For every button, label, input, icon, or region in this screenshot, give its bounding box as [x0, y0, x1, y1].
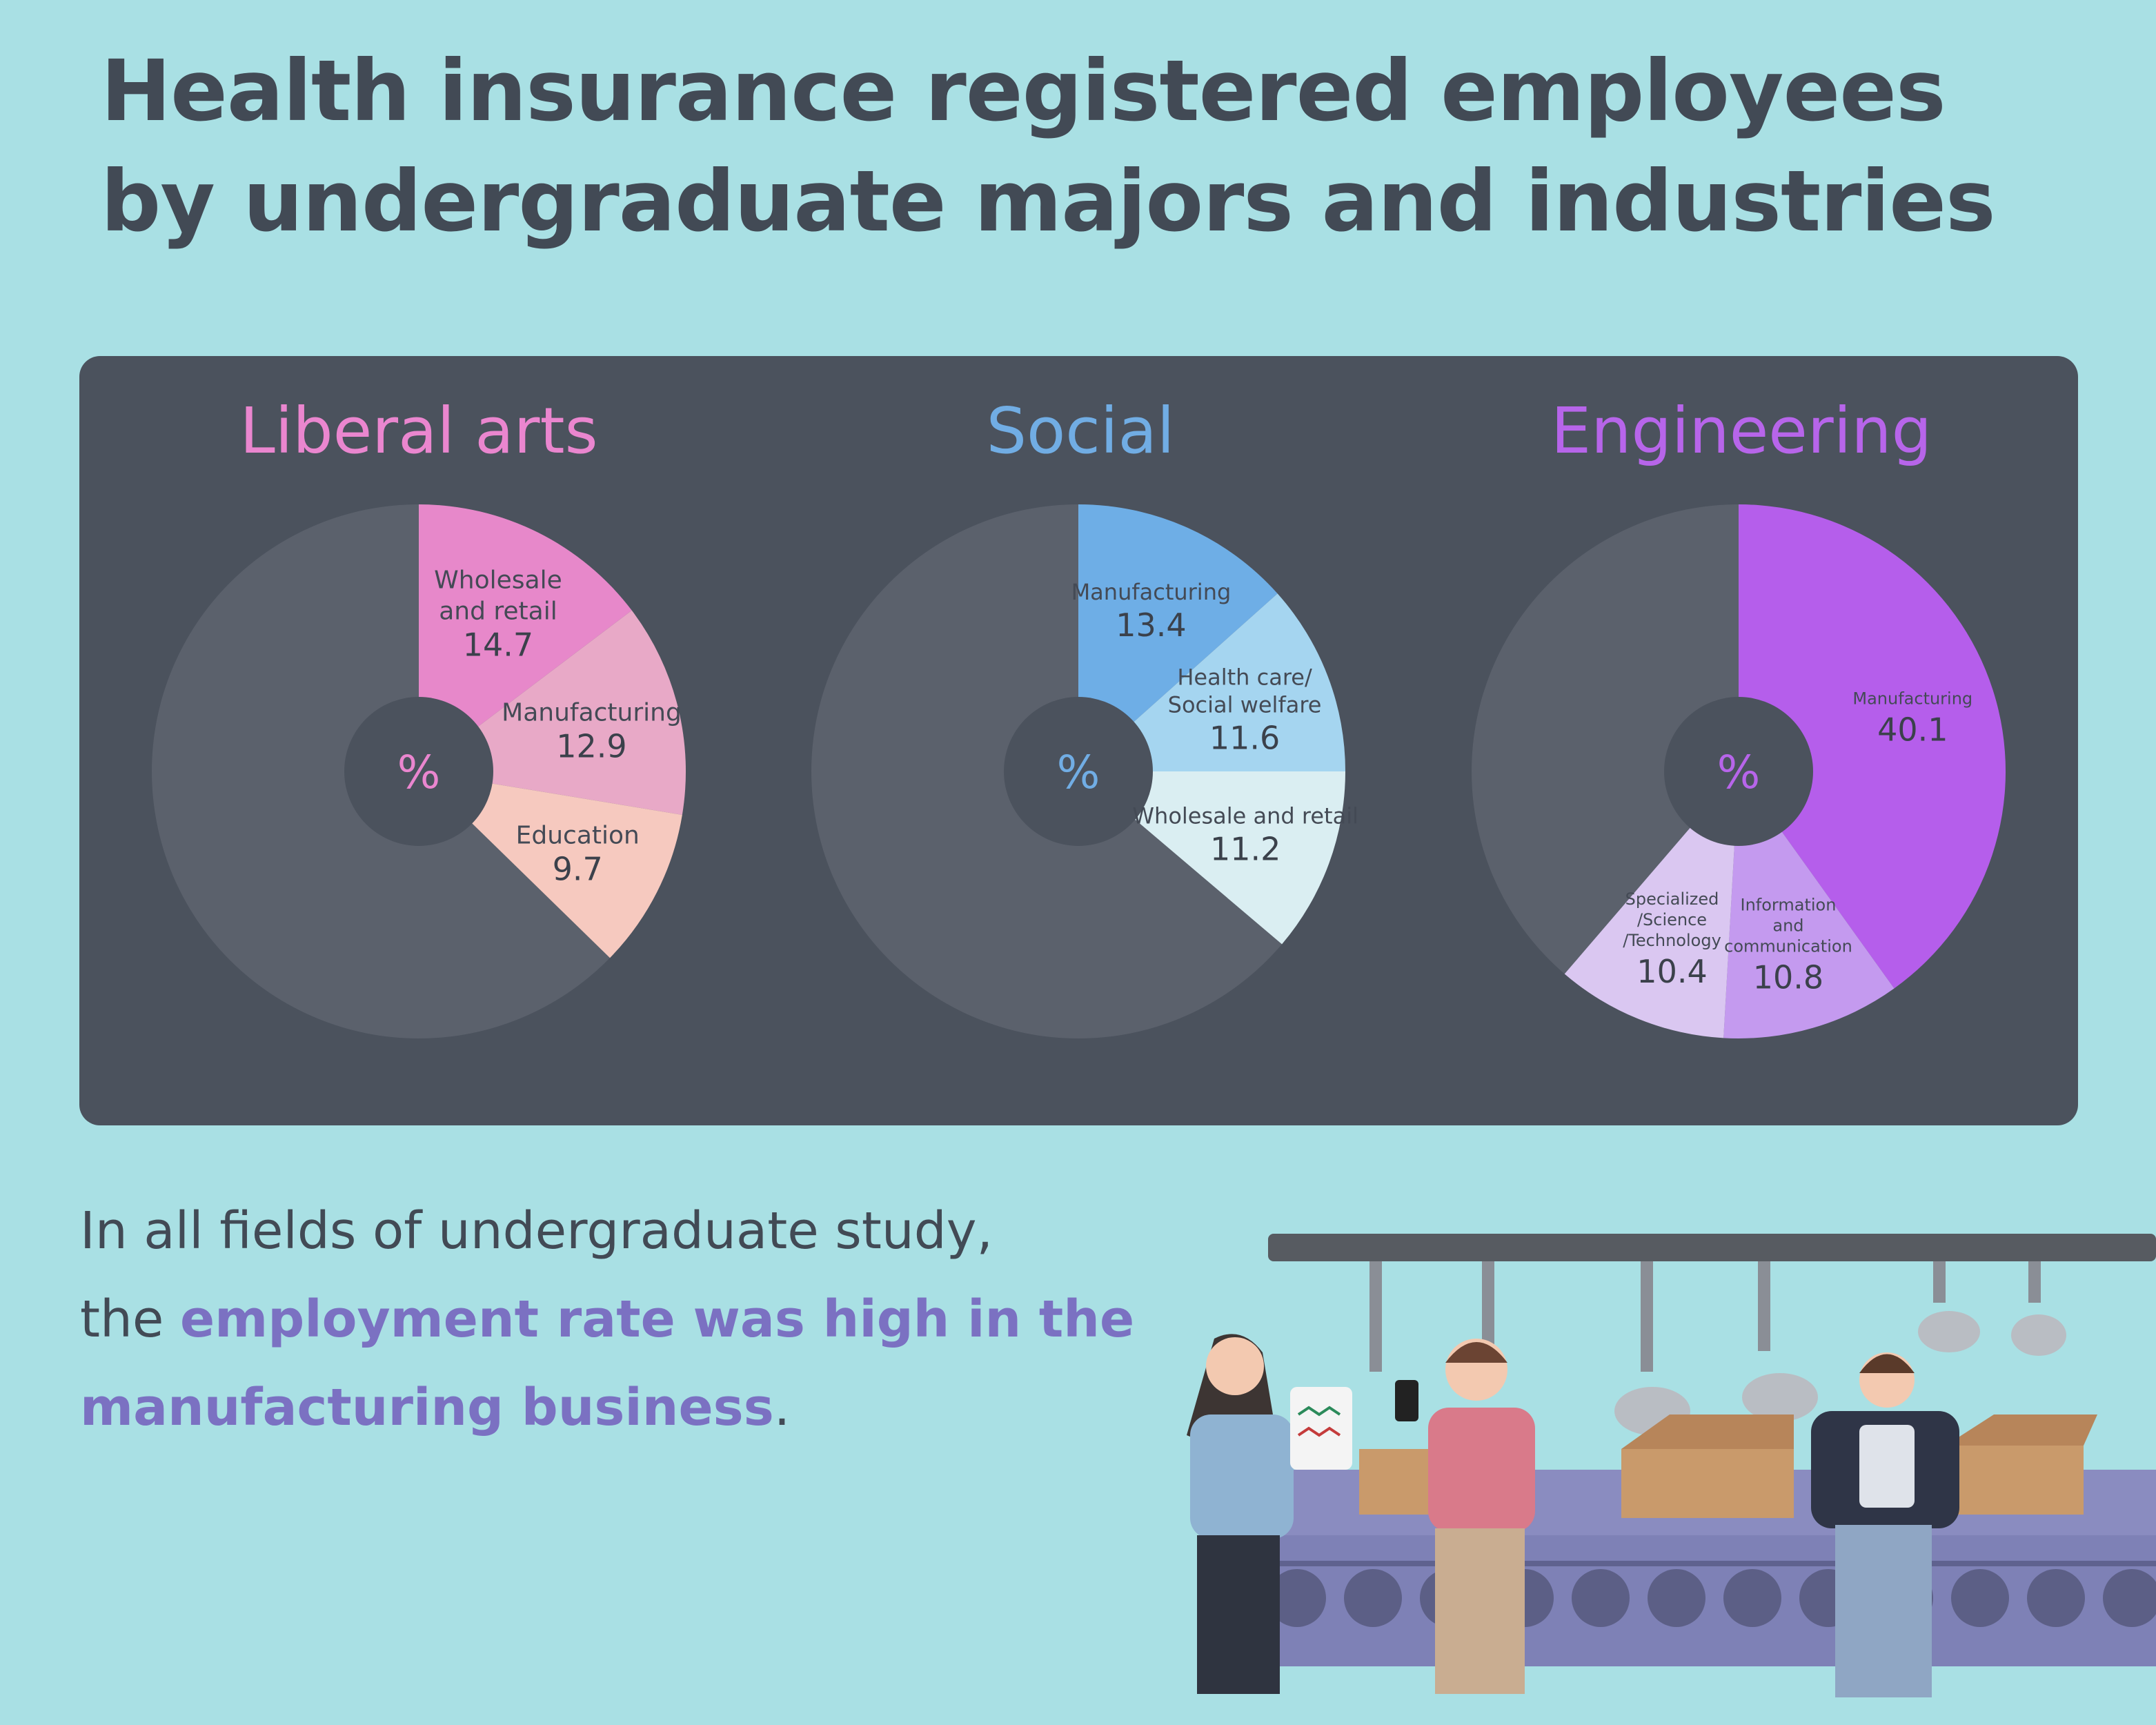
center-percent-label-2: % — [1717, 746, 1761, 799]
slice-label-0-1: Manufacturing — [502, 698, 682, 727]
center-percent-label-0: % — [397, 746, 441, 799]
slice-label-line: Manufacturing — [502, 698, 682, 727]
center-percent-label-1: % — [1057, 746, 1100, 799]
slice-value-1-0: 13.4 — [1116, 607, 1186, 644]
chart-title-social: Social — [986, 394, 1175, 468]
caption-highlight-2: manufacturing business — [80, 1378, 774, 1437]
slice-label-line: Education — [516, 822, 640, 850]
title-line-2: by undergraduate majors and industries — [101, 152, 1996, 250]
pie-hole-0 — [344, 697, 493, 846]
slice-label-line: Wholesale — [434, 566, 562, 595]
pie-hole-2 — [1664, 697, 1813, 846]
caption-line-2: the employment rate was high in the — [80, 1275, 1134, 1363]
slice-value-0-1: 12.9 — [556, 727, 626, 765]
slice-label-0-2: Education — [516, 822, 640, 850]
slice-value-1-1: 11.6 — [1209, 720, 1280, 757]
slice-label-1-0: Manufacturing — [1071, 579, 1232, 605]
slice-label-2-0: Manufacturing — [1852, 689, 1972, 709]
slice-value-2-0: 40.1 — [1877, 711, 1948, 749]
slice-label-1-2: Wholesale and retail — [1132, 803, 1358, 829]
robot-arms — [1369, 1261, 2041, 1372]
pie-slice-1-2 — [1078, 771, 1345, 945]
pie-slice-1-0 — [1078, 504, 1278, 771]
caption-highlight-1: employment rate was high in the — [179, 1290, 1135, 1349]
man-figure — [1395, 1339, 1535, 1694]
slice-value-0-0: 14.7 — [463, 627, 533, 664]
title-line-1: Health insurance registered employees — [101, 42, 1946, 140]
chart-title-liberal-arts: Liberal arts — [239, 394, 598, 468]
slice-label-line: Manufacturing — [1071, 579, 1232, 605]
slice-label-line: communication — [1724, 936, 1852, 956]
caption-line-3: manufacturing business. — [80, 1363, 1134, 1452]
overhead-rail — [1268, 1234, 2156, 1261]
slice-label-line: Manufacturing — [1852, 689, 1972, 709]
slice-label-1-1: Health care/Social welfare — [1168, 664, 1322, 718]
worker-figure — [1811, 1352, 1959, 1697]
slice-value-1-2: 11.2 — [1210, 831, 1280, 868]
slice-label-2-1: Information and communication — [1724, 895, 1852, 956]
pie-slice-2-0 — [1739, 504, 2006, 989]
pie-slice-0-2 — [419, 771, 682, 958]
slice-value-2-2: 10.4 — [1636, 953, 1707, 990]
slice-label-line: Information — [1741, 895, 1837, 914]
slice-label-line: /Science — [1637, 910, 1707, 929]
slice-label-line: and — [1772, 916, 1803, 935]
caption-line-2-plain: the — [80, 1290, 180, 1349]
pie-hole-1 — [1004, 697, 1153, 846]
slice-label-line: Social welfare — [1168, 692, 1322, 718]
chart-title-engineering: Engineering — [1551, 394, 1932, 468]
pie-slice-0-0 — [419, 504, 632, 771]
caption-line-3-plain: . — [773, 1378, 791, 1437]
slice-value-2-1: 10.8 — [1753, 958, 1823, 996]
pie-slice-1-1 — [1078, 593, 1345, 771]
pie-slice-2-2 — [1564, 771, 1739, 1038]
woman-figure — [1187, 1334, 1352, 1694]
slice-label-line: /Technology — [1623, 931, 1721, 950]
slice-label-line: Health care/ — [1177, 664, 1312, 691]
slice-label-2-2: Specialized/Science/Technology — [1623, 889, 1721, 950]
caption-line-1: In all fields of undergraduate study, — [80, 1201, 993, 1261]
slice-label-line: Wholesale and retail — [1132, 803, 1358, 829]
slice-value-0-2: 9.7 — [553, 851, 603, 888]
slice-label-0-0: Wholesale and retail — [434, 566, 562, 626]
slice-label-line: Specialized — [1625, 889, 1719, 909]
slice-label-line: and retail — [439, 598, 557, 626]
page-title: Health insurance registered employees by… — [101, 36, 1996, 257]
summary-caption: In all fields of undergraduate study, th… — [80, 1187, 1134, 1452]
